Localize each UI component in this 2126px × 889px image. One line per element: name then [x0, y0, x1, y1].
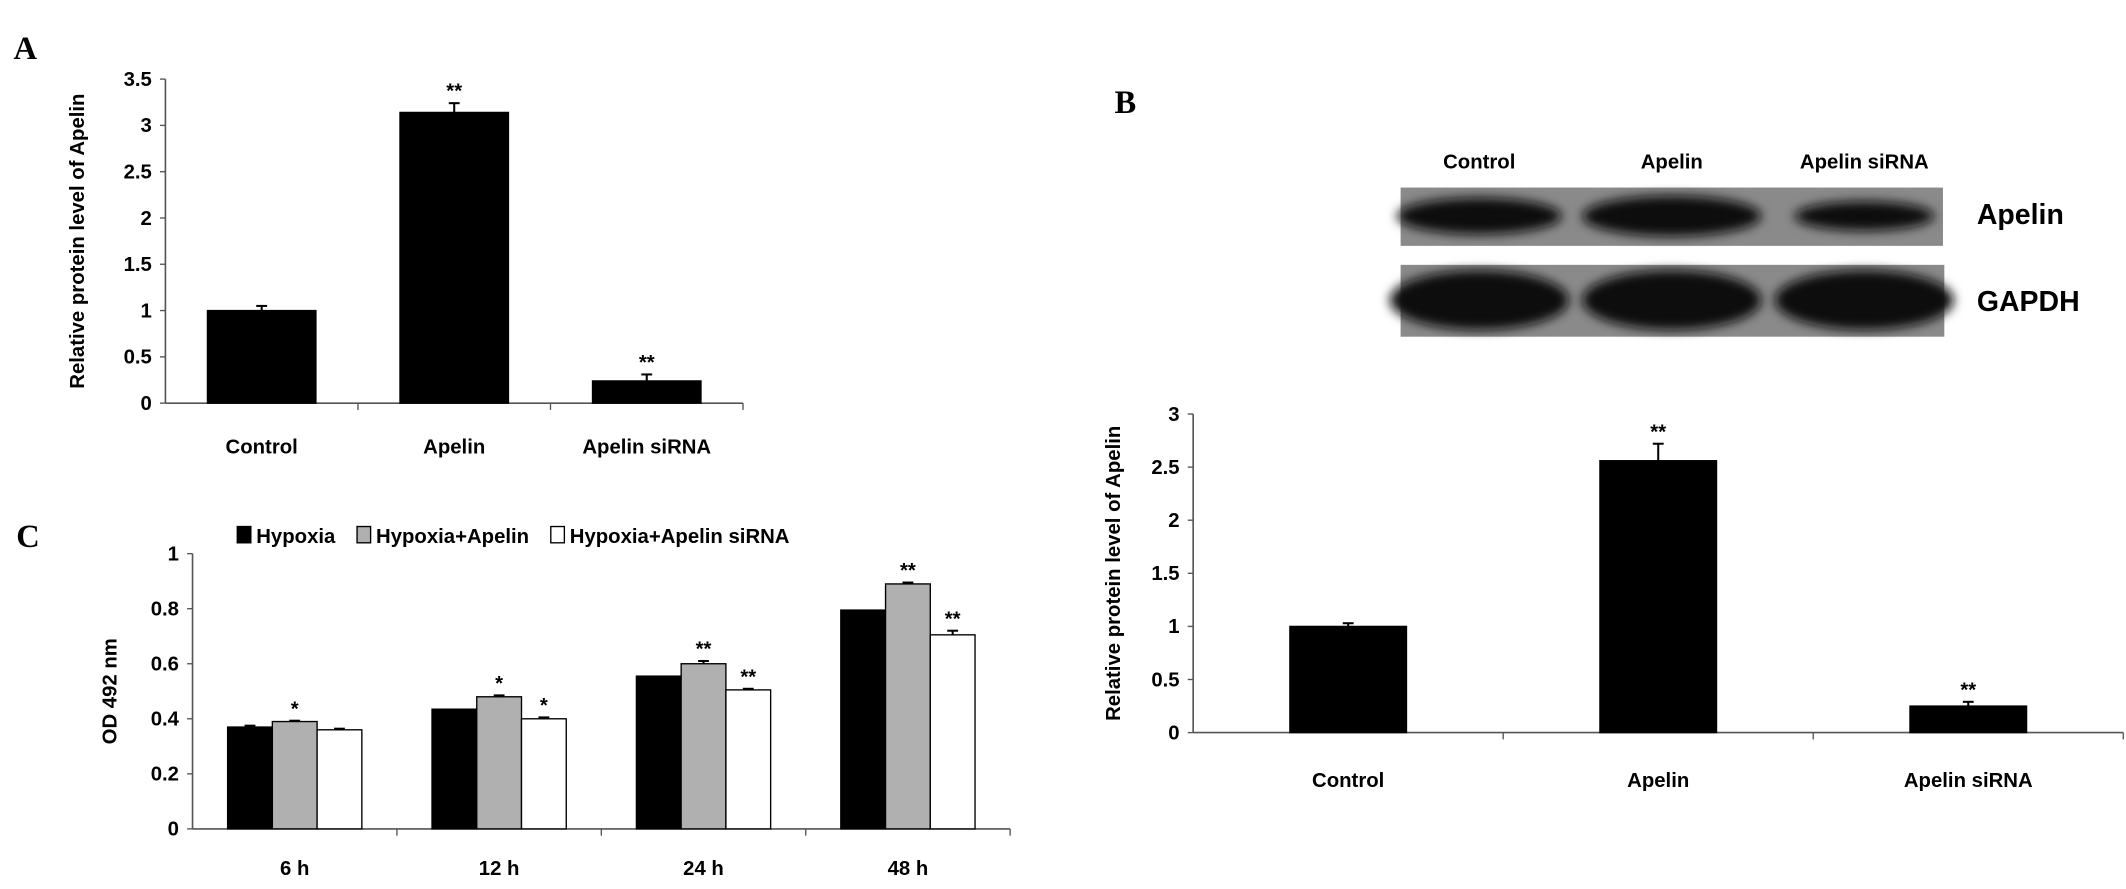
blot-lane-label: Apelin — [1641, 152, 1703, 174]
significance-marker: ** — [446, 81, 462, 103]
y-tick-label: 2.5 — [124, 161, 152, 183]
y-tick-label: 1 — [168, 543, 179, 565]
y-tick-label: 0 — [1168, 722, 1179, 744]
bar — [226, 726, 274, 830]
blot-band — [1774, 270, 1954, 330]
y-tick-label: 0.8 — [151, 598, 179, 620]
significance-marker: ** — [945, 608, 961, 630]
significance-marker: ** — [900, 560, 916, 582]
legend-swatch — [550, 525, 566, 544]
y-tick-label: 0 — [141, 393, 152, 415]
x-tick-label: 6 h — [280, 858, 309, 880]
y-tick-label: 0.2 — [151, 764, 179, 786]
x-tick-label: 12 h — [479, 858, 520, 880]
blot-lane-label: Control — [1443, 152, 1515, 174]
significance-marker: * — [495, 673, 503, 695]
blot-band — [1396, 197, 1562, 235]
blot-band — [1794, 201, 1935, 231]
x-tick-label: Apelin siRNA — [1904, 770, 2033, 792]
chart-a: 0 0.5 1 1.5 2 2.5 3 3.5 Control Apelin Apelin siRN… — [67, 69, 744, 458]
legend-label: Hypoxia+Apelin siRNA — [570, 526, 790, 548]
blot-band — [1582, 270, 1762, 330]
y-tick-label: 0.4 — [151, 709, 180, 731]
blot-band — [1389, 270, 1569, 330]
x-tick-label: Apelin siRNA — [582, 436, 711, 458]
bar — [840, 609, 887, 830]
y-tick-label: 2 — [1168, 510, 1179, 532]
y-tick-label: 0.5 — [1151, 669, 1179, 691]
bar — [680, 663, 727, 830]
bar — [725, 689, 772, 830]
legend-label: Hypoxia — [256, 526, 336, 548]
blot-row-label: GAPDH — [1977, 286, 2080, 318]
y-tick-label: 3 — [1168, 404, 1179, 426]
panel-label-c: C — [16, 519, 40, 555]
bar — [1599, 460, 1718, 734]
y-tick-label: 1 — [1168, 616, 1179, 638]
y-tick-label: 1.5 — [1151, 563, 1179, 585]
y-axis-label: OD 492 nm — [100, 638, 122, 744]
bar — [476, 696, 523, 830]
bar — [431, 708, 478, 830]
blot-band — [1582, 195, 1762, 237]
significance-marker: * — [291, 698, 299, 720]
chart-b: 0 0.5 1 1.5 2 2.5 3 Control Apelin Apelin siRNA Re… — [1103, 404, 2124, 792]
panel-label-a: A — [14, 31, 38, 67]
x-tick-label: Control — [1312, 770, 1384, 792]
legend-swatch — [236, 525, 252, 544]
y-tick-label: 2 — [141, 208, 152, 230]
x-tick-label: 48 h — [888, 858, 929, 880]
significance-marker: ** — [639, 352, 655, 374]
significance-marker: ** — [1960, 679, 1976, 701]
bar — [271, 720, 318, 830]
y-tick-label: 0.5 — [124, 347, 152, 369]
y-tick-label: 0.6 — [151, 654, 179, 676]
bar — [635, 675, 682, 830]
y-tick-label: 0 — [168, 819, 179, 841]
y-axis-label: Relative protein level of Apelin — [67, 94, 89, 389]
bar — [316, 729, 363, 830]
y-tick-label: 1 — [141, 300, 152, 322]
y-tick-label: 2.5 — [1151, 457, 1179, 479]
blot-lane-label: Apelin siRNA — [1800, 152, 1929, 174]
bar — [591, 380, 702, 404]
y-tick-label: 1.5 — [124, 254, 152, 276]
bar — [1289, 625, 1408, 734]
significance-marker: * — [540, 695, 548, 717]
legend-swatch — [356, 525, 372, 544]
bar — [1909, 705, 2028, 734]
legend-label: Hypoxia+Apelin — [376, 526, 529, 548]
x-tick-label: Apelin — [423, 436, 485, 458]
bar — [206, 309, 317, 404]
significance-marker: ** — [1650, 421, 1666, 443]
western-blot: Control Apelin Apelin siRNA Apelin GAPDH — [1389, 152, 2080, 337]
significance-marker: ** — [696, 639, 712, 661]
significance-marker: ** — [740, 666, 756, 688]
x-tick-label: Apelin — [1627, 770, 1689, 792]
bar — [884, 583, 931, 830]
y-axis-label: Relative protein level of Apelin — [1103, 426, 1125, 721]
bar — [399, 111, 510, 404]
x-tick-label: 24 h — [683, 858, 724, 880]
bar — [520, 718, 567, 830]
blot-row-label: Apelin — [1977, 199, 2064, 231]
panel-label-b: B — [1115, 85, 1137, 121]
y-tick-label: 3 — [141, 115, 152, 137]
y-tick-label: 3.5 — [124, 69, 152, 91]
x-tick-label: Control — [226, 436, 298, 458]
chart-c: 00.20.40.60.816 h 12 h 24 h 48 hOD 492 nm **… — [100, 526, 1011, 880]
bar — [929, 634, 976, 830]
